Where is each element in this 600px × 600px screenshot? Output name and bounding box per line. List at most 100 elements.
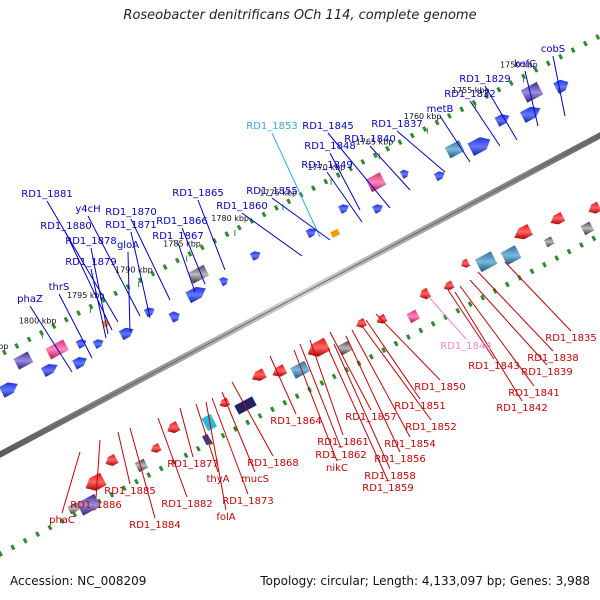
forward-gene-label: thrS	[49, 282, 70, 293]
forward-label-leader	[181, 227, 206, 285]
forward-gene-label: kefC	[514, 59, 536, 70]
reverse-gene-label: RD1_1859	[362, 483, 413, 494]
forward-gene	[118, 327, 134, 341]
reverse-gene-feature	[337, 340, 353, 356]
lower-tick-dot	[430, 320, 436, 327]
upper-tick-dot	[286, 198, 292, 205]
lower-tick-dot	[232, 426, 238, 432]
genome-summary: Topology: circular; Length: 4,133,097 bp…	[260, 574, 590, 588]
tick-label: 1790 kbp	[115, 265, 153, 274]
upper-tick-dot	[558, 53, 564, 60]
reverse-gene-feature	[406, 309, 420, 324]
reverse-label-leader	[459, 285, 535, 387]
upper-tick-dot	[422, 126, 428, 132]
upper-tick-dot	[113, 290, 119, 297]
forward-gene	[168, 311, 180, 323]
upper-tick-dot	[76, 310, 82, 316]
reverse-label-leader	[345, 335, 401, 453]
reverse-gene	[514, 224, 533, 240]
reverse-gene-label: RD1_1844	[440, 341, 491, 352]
reverse-gene-label: RD1_1857	[345, 412, 396, 423]
forward-label-leader	[46, 200, 119, 323]
forward-gene	[92, 339, 104, 349]
upper-tick-dot	[236, 224, 242, 231]
upper-tick-dot	[150, 270, 156, 277]
reverse-gene	[356, 318, 367, 328]
lower-tick-dot	[282, 399, 288, 406]
accession-text: Accession: NC_008209	[10, 574, 147, 588]
lower-tick-dot	[59, 518, 65, 524]
reverse-gene-label: RD1_1886	[70, 500, 121, 511]
reverse-label-leader	[361, 325, 432, 421]
tick-label: 1765 kbp	[356, 137, 394, 146]
lower-tick-dot	[368, 353, 374, 360]
forward-gene-label: RD1_1855	[246, 186, 297, 197]
lower-tick-dot	[195, 445, 201, 452]
reverse-gene-label: RD1_1873	[222, 496, 273, 507]
forward-gene-label: RD1_1860	[216, 201, 267, 212]
lower-tick-dot	[554, 255, 560, 262]
upper-tick-dot	[595, 34, 600, 40]
forward-gene	[520, 106, 541, 123]
reverse-gene-label: folA	[216, 512, 235, 523]
reverse-gene-feature	[67, 502, 80, 515]
forward-label-leader	[90, 247, 109, 335]
reverse-gene	[105, 454, 119, 466]
forward-label-leader	[396, 130, 446, 173]
forward-label-leader	[29, 305, 73, 373]
upper-tick-dot	[26, 336, 32, 343]
upper-tick-dot	[508, 80, 514, 86]
forward-label-leader	[329, 152, 361, 211]
forward-gene-label: phaZ	[17, 294, 43, 305]
forward-gene-label: RD1_1867	[152, 231, 203, 242]
lower-tick-dot	[109, 491, 115, 498]
tick-label: 1805 kbp	[0, 342, 8, 351]
reverse-label-leader	[351, 329, 411, 438]
reverse-label-leader	[299, 343, 342, 449]
upper-tick-dot	[88, 303, 94, 310]
forward-label-leader	[439, 115, 471, 163]
forward-label-leader	[130, 231, 151, 319]
lower-tick-dot	[492, 288, 498, 294]
forward-label-leader	[369, 145, 411, 191]
reverse-gene-feature	[134, 458, 149, 473]
upper-tick-dot	[14, 343, 20, 349]
upper-tick-dot	[162, 264, 168, 270]
reverse-gene-feature	[474, 251, 498, 273]
forward-gene	[399, 169, 409, 179]
forward-gene-label: RD1_1871	[105, 220, 156, 231]
forward-gene-label: cobS	[541, 44, 565, 55]
upper-tick-dot	[273, 204, 279, 211]
reverse-gene-feature	[580, 221, 595, 236]
reverse-gene-label: RD1_1884	[129, 520, 180, 531]
forward-gene-label: gloA	[117, 240, 139, 251]
reverse-gene-label: RD1_1877	[167, 459, 218, 470]
reverse-gene-label: RD1_1838	[527, 353, 578, 364]
forward-gene-label: RD1_1840	[344, 134, 395, 145]
forward-label-leader	[127, 251, 131, 333]
forward-gene	[494, 114, 510, 127]
lower-tick-dot	[566, 248, 572, 255]
forward-gene	[0, 382, 18, 398]
lower-tick-dot	[22, 537, 28, 544]
upper-tick-dot	[397, 139, 403, 146]
lower-tick-dot	[319, 380, 325, 386]
forward-label-leader	[58, 293, 93, 359]
reverse-gene-label: RD1_1885	[104, 486, 155, 497]
reverse-label-leader	[129, 427, 156, 519]
tick-label: 1785 kbp	[163, 240, 201, 249]
forward-gene-feature	[330, 228, 341, 238]
upper-tick-dot	[38, 329, 44, 336]
reverse-gene-feature	[500, 245, 522, 266]
reverse-gene-label: RD1_1843	[468, 361, 519, 372]
tick-label: 1755 kbp	[452, 86, 490, 95]
lower-tick-dot	[480, 294, 486, 301]
lower-tick-dot	[269, 406, 275, 413]
reverse-gene	[272, 364, 288, 377]
reverse-gene-feature	[76, 493, 101, 516]
reverse-gene-label: RD1_1839	[521, 367, 572, 378]
upper-tick-dot	[310, 185, 316, 192]
reverse-gene	[167, 421, 181, 434]
map-title: Roseobacter denitrificans OCh 114, compl…	[123, 8, 477, 23]
upper-tick-dot	[224, 231, 230, 238]
